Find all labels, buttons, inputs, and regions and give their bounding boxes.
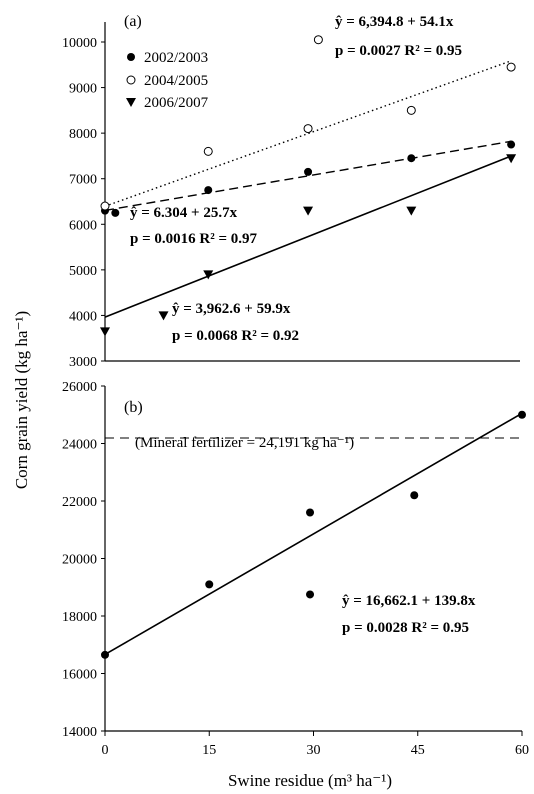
equation-2004-2005: ŷ = 6,394.8 + 54.1x — [335, 14, 454, 30]
fit-line-series-0 — [104, 412, 523, 656]
y-tick-label-6000: 6000 — [69, 218, 97, 233]
y-tick-label-24000: 24000 — [62, 438, 97, 453]
y-tick-label-7000: 7000 — [69, 173, 97, 188]
y-tick-label-14000: 14000 — [62, 725, 97, 740]
legend-label-2002-2003: 2002/2003 — [144, 50, 208, 66]
point-2006-2007-2 — [203, 270, 214, 280]
x-tick-label-0: 0 — [102, 743, 109, 758]
panel-b-y-ticks: 14000 16000 18000 20000 22000 24000 26000 — [62, 380, 105, 740]
point-2004-2005-1 — [203, 146, 213, 156]
legend-label-2004-2005: 2004/2005 — [144, 73, 208, 89]
point-series-0-2 — [306, 508, 315, 517]
panel-b-points — [101, 410, 526, 659]
mineral-fertilizer-label: (Mineral fertilizer = 24,191 kg ha⁻¹) — [135, 435, 354, 451]
point-2002-2003-1 — [111, 208, 120, 217]
point-2006-2007-3 — [303, 206, 314, 216]
panel-a-y-ticks: 3000 4000 5000 6000 7000 8000 9000 10000 — [62, 36, 105, 370]
y-tick-label-4000: 4000 — [69, 309, 97, 324]
point-2002-2003-2 — [204, 186, 213, 195]
point-series-0-0 — [101, 650, 109, 659]
point-2006-2007-1 — [158, 311, 169, 321]
panel-a-fit-lines — [104, 60, 512, 318]
y-tick-label-5000: 5000 — [69, 264, 97, 279]
panel-a-label: (a) — [124, 13, 142, 30]
point-2004-2005-5 — [506, 62, 516, 72]
point-series-0-4 — [410, 491, 419, 500]
fit-line-2002-2003 — [104, 140, 512, 212]
point-2004-2005-0 — [100, 201, 110, 211]
point-2006-2007-5 — [506, 154, 517, 164]
x-tick-label-45: 45 — [411, 743, 425, 758]
y-tick-label-9000: 9000 — [69, 82, 97, 97]
panel-a: (a) 3000 4000 5000 6000 7000 8000 9000 10000 20… — [62, 13, 520, 370]
y-tick-label-20000: 20000 — [62, 553, 97, 568]
equation-2006-2007: ŷ = 3,962.6 + 59.9x — [172, 301, 291, 317]
point-2006-2007-4 — [406, 206, 417, 216]
y-tick-label-22000: 22000 — [62, 495, 97, 510]
equation-stats-2006-2007: p = 0.0068 R² = 0.92 — [172, 328, 299, 344]
y-tick-label-8000: 8000 — [69, 127, 97, 142]
x-axis-title: Swine residue (m³ ha⁻¹) — [228, 771, 392, 790]
equation-panel-b: ŷ = 16,662.1 + 139.8x — [342, 593, 476, 609]
legend-marker-2002-2003 — [127, 53, 135, 61]
panel-b: (b) 14000160001800020000220002400026000 … — [62, 380, 529, 758]
legend: 2002/2003 2004/2005 2006/2007 — [126, 50, 209, 111]
equation-stats-2004-2005: p = 0.0027 R² = 0.95 — [335, 43, 462, 59]
y-tick-label-26000: 26000 — [62, 380, 97, 395]
legend-marker-2004-2005 — [126, 75, 136, 85]
point-2006-2007-0 — [100, 327, 110, 337]
point-2002-2003-3 — [304, 167, 313, 176]
legend-label-2006-2007: 2006/2007 — [144, 95, 209, 111]
panel-b-label: (b) — [124, 399, 143, 416]
equation-2002-2003: ŷ = 6.304 + 25.7x — [130, 205, 238, 221]
point-series-0-5 — [518, 410, 526, 419]
panel-b-fit-line — [104, 412, 523, 656]
point-series-0-1 — [205, 580, 214, 589]
y-tick-label-3000: 3000 — [69, 355, 97, 370]
panel-b-x-ticks: 0 15 30 45 60 — [102, 731, 529, 758]
x-tick-label-60: 60 — [515, 743, 529, 758]
y-tick-label-10000: 10000 — [62, 36, 97, 51]
point-2004-2005-3 — [313, 35, 323, 45]
y-tick-label-18000: 18000 — [62, 610, 97, 625]
point-2002-2003-4 — [407, 154, 416, 163]
equation-stats-2002-2003: p = 0.0016 R² = 0.97 — [130, 231, 258, 247]
x-tick-label-30: 30 — [307, 743, 321, 758]
point-2004-2005-2 — [303, 124, 313, 134]
equation-stats-panel-b: p = 0.0028 R² = 0.95 — [342, 620, 469, 636]
y-axis-title: Corn grain yield (kg ha⁻¹) — [12, 311, 31, 489]
panel-a-points — [100, 35, 517, 337]
y-tick-label-16000: 16000 — [62, 668, 97, 683]
legend-marker-2006-2007 — [126, 98, 136, 107]
fit-line-2006-2007 — [104, 155, 512, 318]
point-2002-2003-5 — [507, 140, 516, 149]
point-2004-2005-4 — [406, 105, 416, 115]
x-tick-label-15: 15 — [202, 743, 216, 758]
point-series-0-3 — [306, 590, 315, 599]
